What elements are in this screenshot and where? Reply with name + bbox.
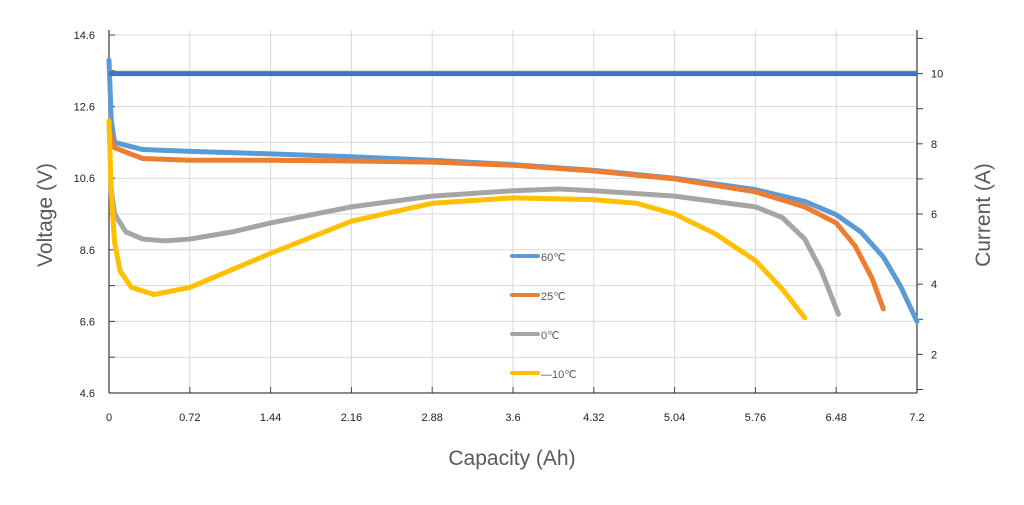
y-tick-label: 4.6 [80, 388, 95, 400]
x-tick-label: 0 [106, 412, 112, 424]
x-tick-label: 6.48 [825, 412, 846, 424]
axes [108, 30, 923, 394]
legend-label: —10℃ [541, 369, 577, 381]
x-tick-label: 4.32 [583, 412, 604, 424]
series-line-3 [106, 118, 808, 321]
y2-tick-label: 10 [931, 69, 943, 81]
y-tick-label: 14.6 [74, 30, 95, 42]
x-axis-label: Capacity (Ah) [448, 447, 575, 470]
y-tick-label: 6.6 [80, 316, 95, 328]
x-tick-label: 1.44 [260, 412, 281, 424]
x-tick-label: 2.16 [341, 412, 362, 424]
x-ticks: 0 0.72 1.44 2.16 2.88 3.6 4.32 5.04 5.76 6.48 7.2 [106, 412, 925, 424]
grid [109, 30, 918, 393]
y-axis-label: Voltage (V) [34, 163, 57, 267]
y-ticks: 14.6 12.6 10.6 8.6 6.6 4.6 [74, 30, 95, 400]
x-tick-label: 5.04 [664, 412, 685, 424]
y-tick-label: 12.6 [74, 102, 95, 114]
x-tick-label: 7.2 [909, 412, 924, 424]
series-lines [106, 57, 920, 324]
y-tick-label: 8.6 [80, 245, 95, 257]
x-tick-label: 2.88 [421, 412, 442, 424]
series-line-2 [108, 186, 841, 317]
x-tick-label: 0.72 [179, 412, 200, 424]
x-tick-label: 3.6 [505, 412, 520, 424]
y2-axis-label: Current (A) [972, 163, 995, 267]
legend-label: 25℃ [541, 291, 566, 303]
legend-label: 60℃ [541, 252, 566, 264]
y2-tick-label: 6 [931, 209, 937, 221]
y2-tick-label: 4 [931, 279, 937, 291]
y2-tick-label: 2 [931, 349, 937, 361]
legend-label: 0℃ [541, 330, 559, 342]
y-tick-label: 10.6 [74, 173, 95, 185]
y2-tick-label: 8 [931, 139, 937, 151]
y2-ticks: 10 8 6 4 2 [931, 69, 943, 362]
x-tick-label: 5.76 [745, 412, 766, 424]
legend: 60℃ 25℃ 0℃ —10℃ [510, 252, 577, 381]
series-line-1 [106, 125, 886, 312]
